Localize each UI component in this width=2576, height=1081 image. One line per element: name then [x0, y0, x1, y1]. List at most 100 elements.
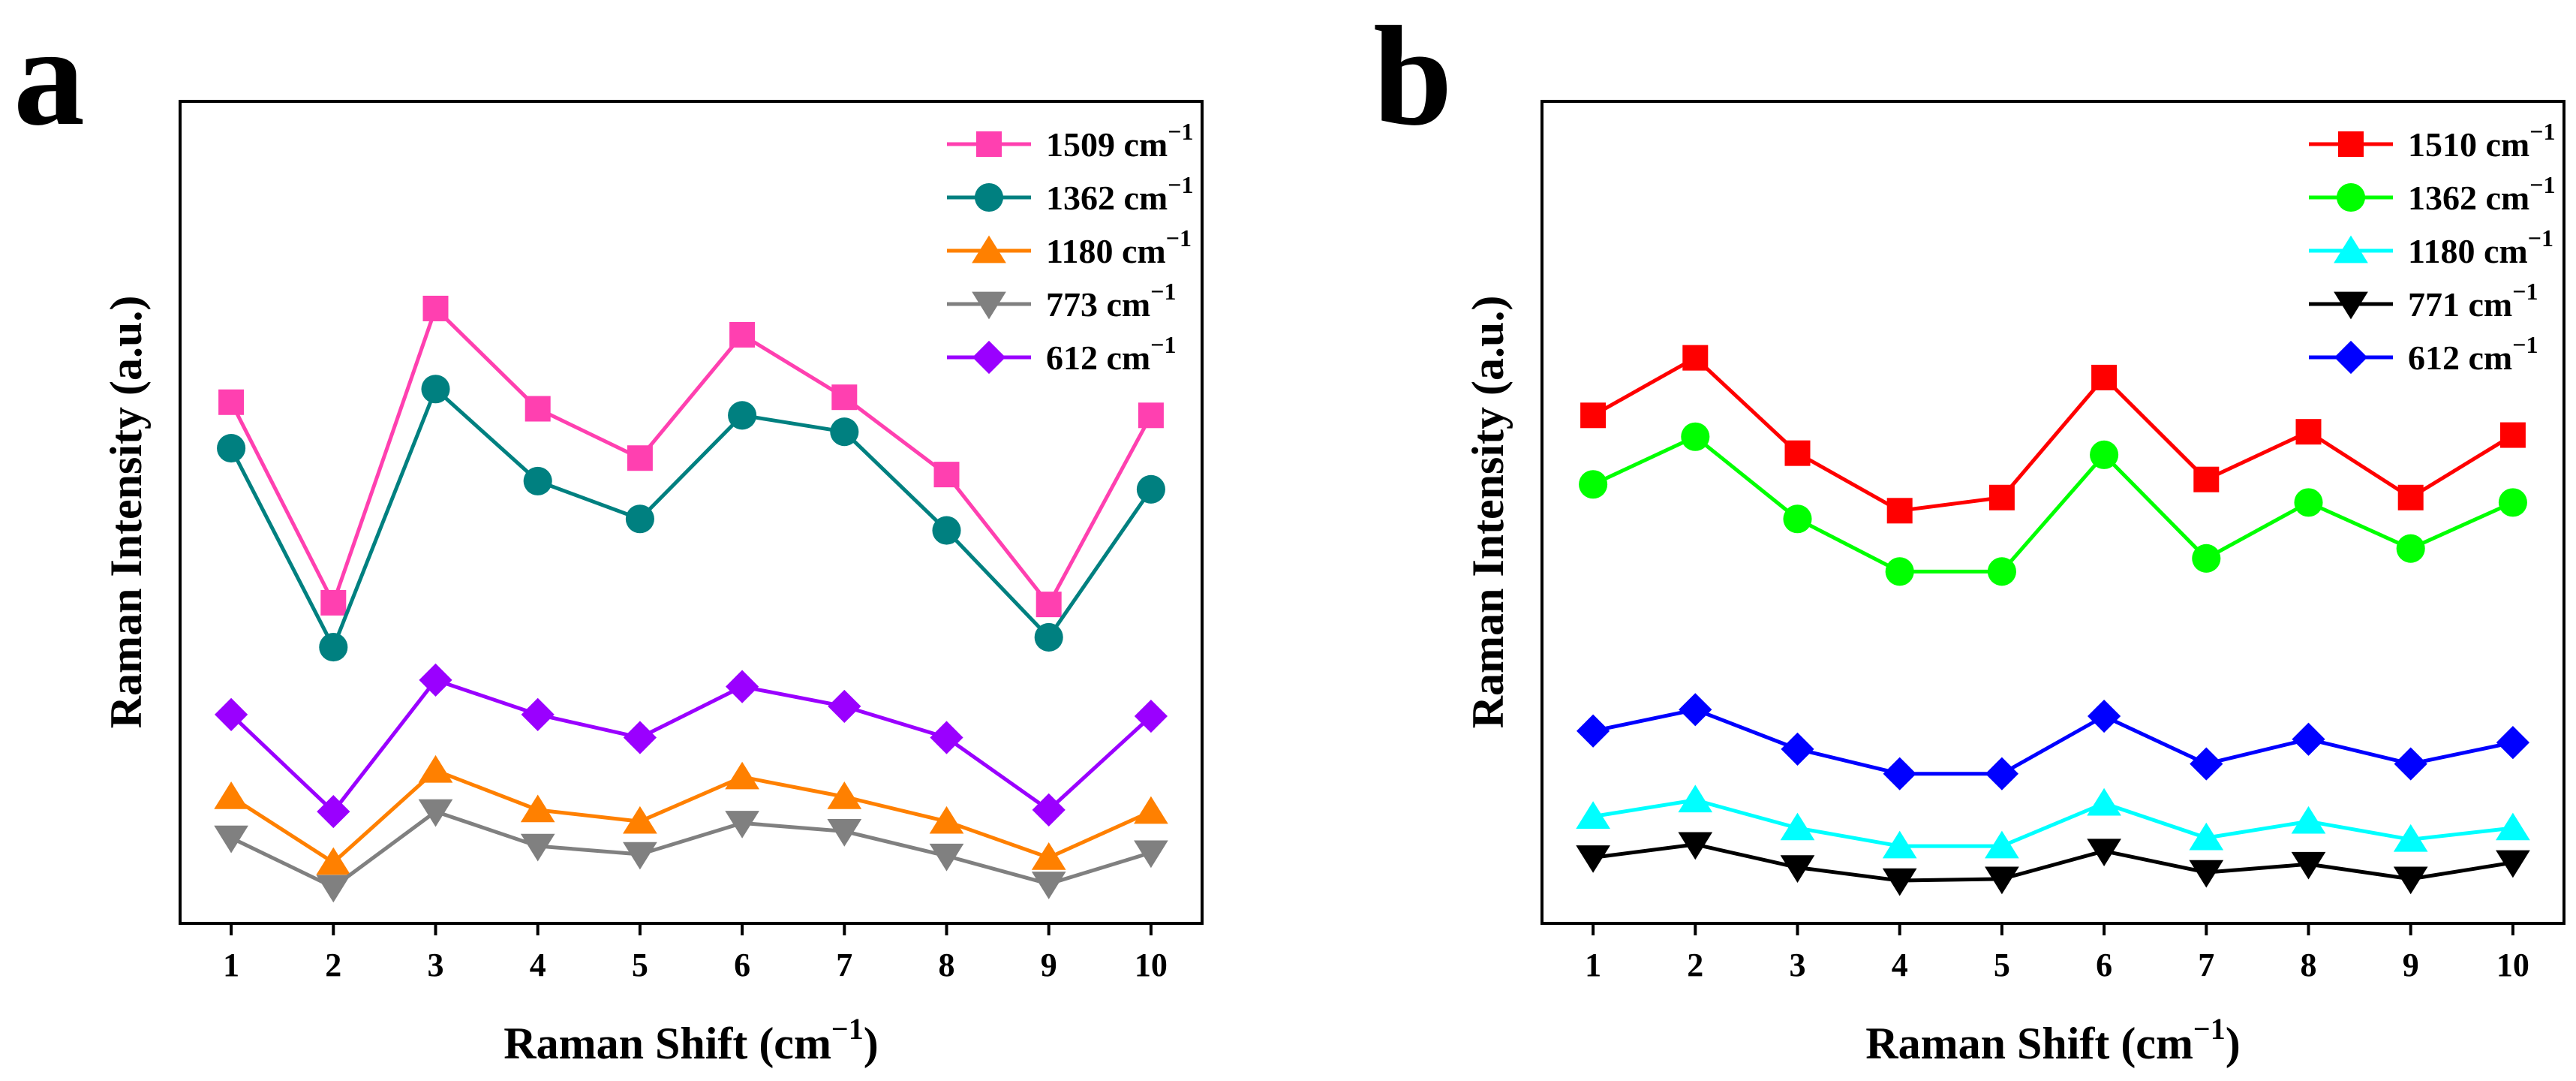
panel-a-series-0-point-7: [831, 384, 858, 411]
panel-b-series-4-point-3: [1781, 732, 1814, 766]
panel-b-x-tick-label-5: 5: [1994, 947, 2010, 983]
panel-a-series-0-line: [229, 306, 1153, 607]
panel-a-legend-label-1: 1362 cm−1: [1046, 171, 1193, 217]
panel-a-series-1-point-10: [1136, 474, 1165, 504]
panel-b-legend-marker-2: [2334, 235, 2368, 263]
panel-b-series: [1576, 345, 2530, 896]
panel-a-series-1-point-5: [625, 504, 654, 534]
panel-a-series-1-point-1: [217, 434, 246, 463]
panel-b-plot-frame: [1540, 100, 2565, 925]
panel-b-series-1-point-4: [1885, 557, 1914, 586]
panel-a-series-4-point-4: [521, 697, 555, 731]
panel-b-x-tick-label-2: 2: [1687, 947, 1703, 983]
panel-a-legend: 1509 cm−1 1362 cm−1 1180 cm−1 773 cm−1 612 c…: [947, 118, 1193, 377]
panel-a-x-tick-label-8: 8: [939, 947, 955, 983]
panel-b-series-2-point-8: [2291, 805, 2326, 834]
panel-b-series-2-point-6: [2087, 787, 2121, 816]
panel-a-y-axis-title: Raman Intensity (a.u.): [101, 296, 151, 729]
panel-a-series-1-point-2: [319, 633, 348, 662]
panel-b-series-4-line: [1592, 707, 2514, 776]
panel-a-x-tick-label-7: 7: [836, 947, 852, 983]
panel-a-series-3-point-4: [520, 833, 555, 862]
panel-a-x-tick-label-9: 9: [1041, 947, 1057, 983]
panel-b-series-0-point-6: [2091, 364, 2118, 390]
panel-b-series-0-point-7: [2193, 466, 2220, 492]
panel-a-legend-marker-0: [976, 131, 1002, 157]
panel-a-series-4-line: [230, 678, 1153, 814]
panel-a-x-tick-label-1: 1: [223, 947, 239, 983]
panel-b-legend-marker-0: [2338, 131, 2364, 157]
panel-a-series-2-point-3: [418, 754, 453, 783]
panel-a-series-2-point-4: [520, 794, 555, 823]
panel-a-series-4-point-3: [419, 663, 452, 697]
panel-b-series-0-line: [1592, 356, 2514, 513]
panel-a-x-tick-label-2: 2: [325, 947, 341, 983]
panel-a-series-2-point-1: [214, 781, 248, 809]
panel-b-x-tick-label-9: 9: [2403, 947, 2419, 983]
panel-b-series-1-line: [1592, 435, 2514, 574]
panel-a-x-tick-label-3: 3: [428, 947, 444, 983]
panel-b-legend-label-1: 1362 cm−1: [2408, 171, 2555, 217]
panel-b-series-3-point-3: [1780, 855, 1815, 883]
panel-a-series-2-point-8: [929, 805, 964, 834]
panel-a-legend-label-2: 1180 cm−1: [1046, 224, 1192, 270]
panel-a-series-4-point-1: [215, 697, 248, 731]
panel-a-x-tick-label-4: 4: [530, 947, 546, 983]
panel-a-series-1-point-4: [523, 466, 552, 495]
panel-a-series-1-point-9: [1034, 622, 1063, 652]
panel-b-series-3-point-4: [1882, 868, 1917, 896]
panel-a-series-0-point-6: [729, 321, 756, 348]
panel-a-series-2-point-6: [725, 761, 759, 790]
panel-a-letter: a: [14, 0, 85, 155]
panel-b-legend-item-0: 1510 cm−1: [2309, 118, 2555, 164]
panel-b-series-4-point-5: [1985, 757, 2018, 790]
panel-a-legend-label-0: 1509 cm−1: [1046, 118, 1193, 164]
panel-b-series-0-point-3: [1784, 440, 1811, 466]
panel-a-x-axis-title: Raman Shift (cm−1): [503, 1012, 878, 1068]
panel-b-series-3-line: [1592, 842, 2514, 883]
panel-b-letter: b: [1373, 0, 1453, 155]
panel-a-series-4-point-10: [1134, 699, 1168, 733]
panel-a-series: [214, 295, 1168, 903]
panel-b-legend-marker-1: [2336, 182, 2366, 212]
panel-a-series-3-point-5: [623, 842, 657, 870]
panel-a-series-0-point-10: [1138, 402, 1164, 429]
panel-b-series-1-point-9: [2396, 534, 2425, 563]
panel-b-series-3-point-9: [2393, 866, 2428, 895]
panel-a-series-0-point-5: [627, 445, 653, 471]
panel-a-series-2-point-2: [316, 847, 351, 875]
panel-b-series-2-point-3: [1780, 812, 1815, 841]
panel-b-series-2-point-9: [2393, 824, 2428, 852]
panel-a-legend-item-3: 773 cm−1: [947, 278, 1176, 324]
panel-a-legend-item-0: 1509 cm−1: [947, 118, 1193, 164]
panel-a-legend-marker-2: [972, 235, 1006, 263]
panel-a-series-3-point-2: [316, 875, 351, 903]
panel-b-series-0-point-10: [2499, 422, 2526, 448]
panel-b-series-0-point-5: [1988, 484, 2015, 510]
panel-b-series-1-point-10: [2498, 488, 2527, 517]
panel-a-legend-marker-3: [972, 291, 1006, 320]
panel-b-x-tick-label-8: 8: [2301, 947, 2317, 983]
panel-a-series-2-point-9: [1031, 842, 1066, 870]
panel-b-y-axis-title: Raman Intensity (a.u.): [1463, 296, 1513, 729]
panel-b-series-3-point-5: [1985, 866, 2019, 895]
panel-b-series-2-point-5: [1985, 830, 2019, 859]
panel-b-series-4-point-6: [2088, 699, 2121, 733]
panel-b-series-0-point-4: [1886, 498, 1913, 524]
panel-b-series-2-point-4: [1882, 830, 1917, 859]
panel-b-series-1-point-3: [1783, 504, 1812, 534]
panel-b-x-tick-label-1: 1: [1585, 947, 1601, 983]
panel-a-series-3-point-10: [1134, 840, 1168, 869]
panel-a-series-4-point-5: [623, 721, 657, 754]
panel-a-series-1-point-7: [830, 417, 859, 447]
panel-b-series-4-point-1: [1577, 714, 1610, 748]
panel-b-series-2-point-10: [2496, 812, 2530, 841]
panel-a-series-0-point-1: [218, 389, 245, 415]
panel-a-series-4-point-2: [317, 794, 350, 829]
panel-a-series-1-point-6: [728, 401, 757, 430]
panel-a-x-ticks: 1 2 3 4 5 6 7 8 9 10: [223, 923, 1168, 983]
panel-b-series-1-point-7: [2192, 544, 2221, 573]
panel-b-series-2-point-7: [2189, 822, 2224, 851]
panel-b-legend-label-3: 771 cm−1: [2408, 278, 2538, 324]
